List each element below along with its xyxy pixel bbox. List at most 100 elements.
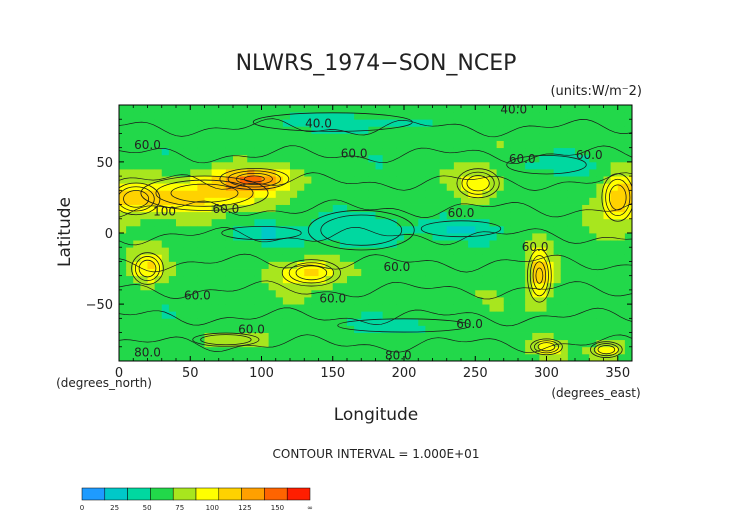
field-cell [133,282,141,291]
field-cell [446,204,455,213]
field-cell [510,304,519,312]
field-cell [482,133,490,141]
field-cell [190,119,198,127]
field-cell [325,119,334,127]
field-cell [332,204,341,213]
field-cell [225,197,234,205]
field-cell [482,112,490,120]
field-cell [375,282,384,291]
field-cell [325,240,334,248]
field-cell [475,233,483,241]
field-cell [439,154,448,163]
field-cell [147,154,156,163]
field-cell [518,169,526,177]
field-cell [589,268,597,277]
field-cell [325,126,334,134]
field-cell [546,183,555,191]
field-cell [161,275,170,284]
field-cell [617,247,626,255]
field-cell [318,318,327,326]
field-cell [240,275,248,284]
field-cell [532,147,540,156]
field-cell [282,261,291,269]
field-cell [240,233,248,241]
field-cell [482,282,490,291]
field-cell [368,105,376,113]
field-cell [197,282,205,291]
field-cell [318,183,327,191]
field-cell [254,218,262,227]
field-cell [318,211,327,220]
field-cell [311,304,319,312]
field-cell [446,261,455,269]
field-cell [489,275,498,284]
field-cell [154,218,163,227]
colorbar-label: 25 [110,504,119,512]
field-cell [382,268,391,277]
contour-line [119,253,632,273]
field-cell [204,254,213,262]
field-cell [183,268,191,277]
field-cell [154,353,163,361]
field-cell [375,247,384,255]
field-cell [225,240,234,248]
field-cell [389,325,398,333]
contour-label: 60.0 [319,291,346,305]
field-cell [503,325,512,333]
field-cell [404,169,412,177]
field-cell [453,105,462,113]
field-cell [318,218,327,227]
field-cell [168,233,177,241]
field-cell [211,346,220,355]
field-cell [268,183,277,191]
field-cell [439,353,448,361]
field-cell [332,254,341,262]
field-cell [339,304,348,312]
field-cell [297,297,305,305]
field-cell [247,304,255,312]
field-cell [318,325,327,333]
field-cell [432,169,441,177]
field-cell [297,204,305,213]
field-cell [532,126,540,134]
field-cell [176,325,184,333]
field-cell [425,332,433,341]
contour-line [119,307,632,327]
field-cell [560,261,569,269]
field-cell [375,190,384,198]
field-cell [596,169,604,177]
field-cell [261,154,270,163]
field-cell [624,268,632,277]
field-cell [233,346,241,355]
field-cell [453,169,462,177]
field-cell [553,353,562,361]
field-cell [282,183,291,191]
field-cell [190,233,198,241]
field-cell [389,176,398,184]
field-cell [382,140,391,149]
field-cell [325,140,334,149]
field-cell [489,119,498,127]
field-cell [347,133,355,141]
field-cell [140,105,148,113]
field-cell [532,332,540,341]
field-cell [589,161,597,170]
field-cell [325,268,334,277]
field-cell [575,154,583,163]
field-cell [461,297,469,305]
field-cell [332,211,341,220]
field-cell [354,233,362,241]
field-cell [133,297,141,305]
field-cell [375,311,384,319]
field-cell [525,261,533,269]
field-cell [211,119,220,127]
field-cell [147,197,156,205]
field-cell [354,325,362,333]
field-cell [375,254,384,262]
field-cell [432,282,441,291]
field-cell [311,225,319,234]
field-cell [532,169,540,177]
field-cell [332,339,341,348]
field-cell [610,154,619,163]
field-cell [211,304,220,312]
